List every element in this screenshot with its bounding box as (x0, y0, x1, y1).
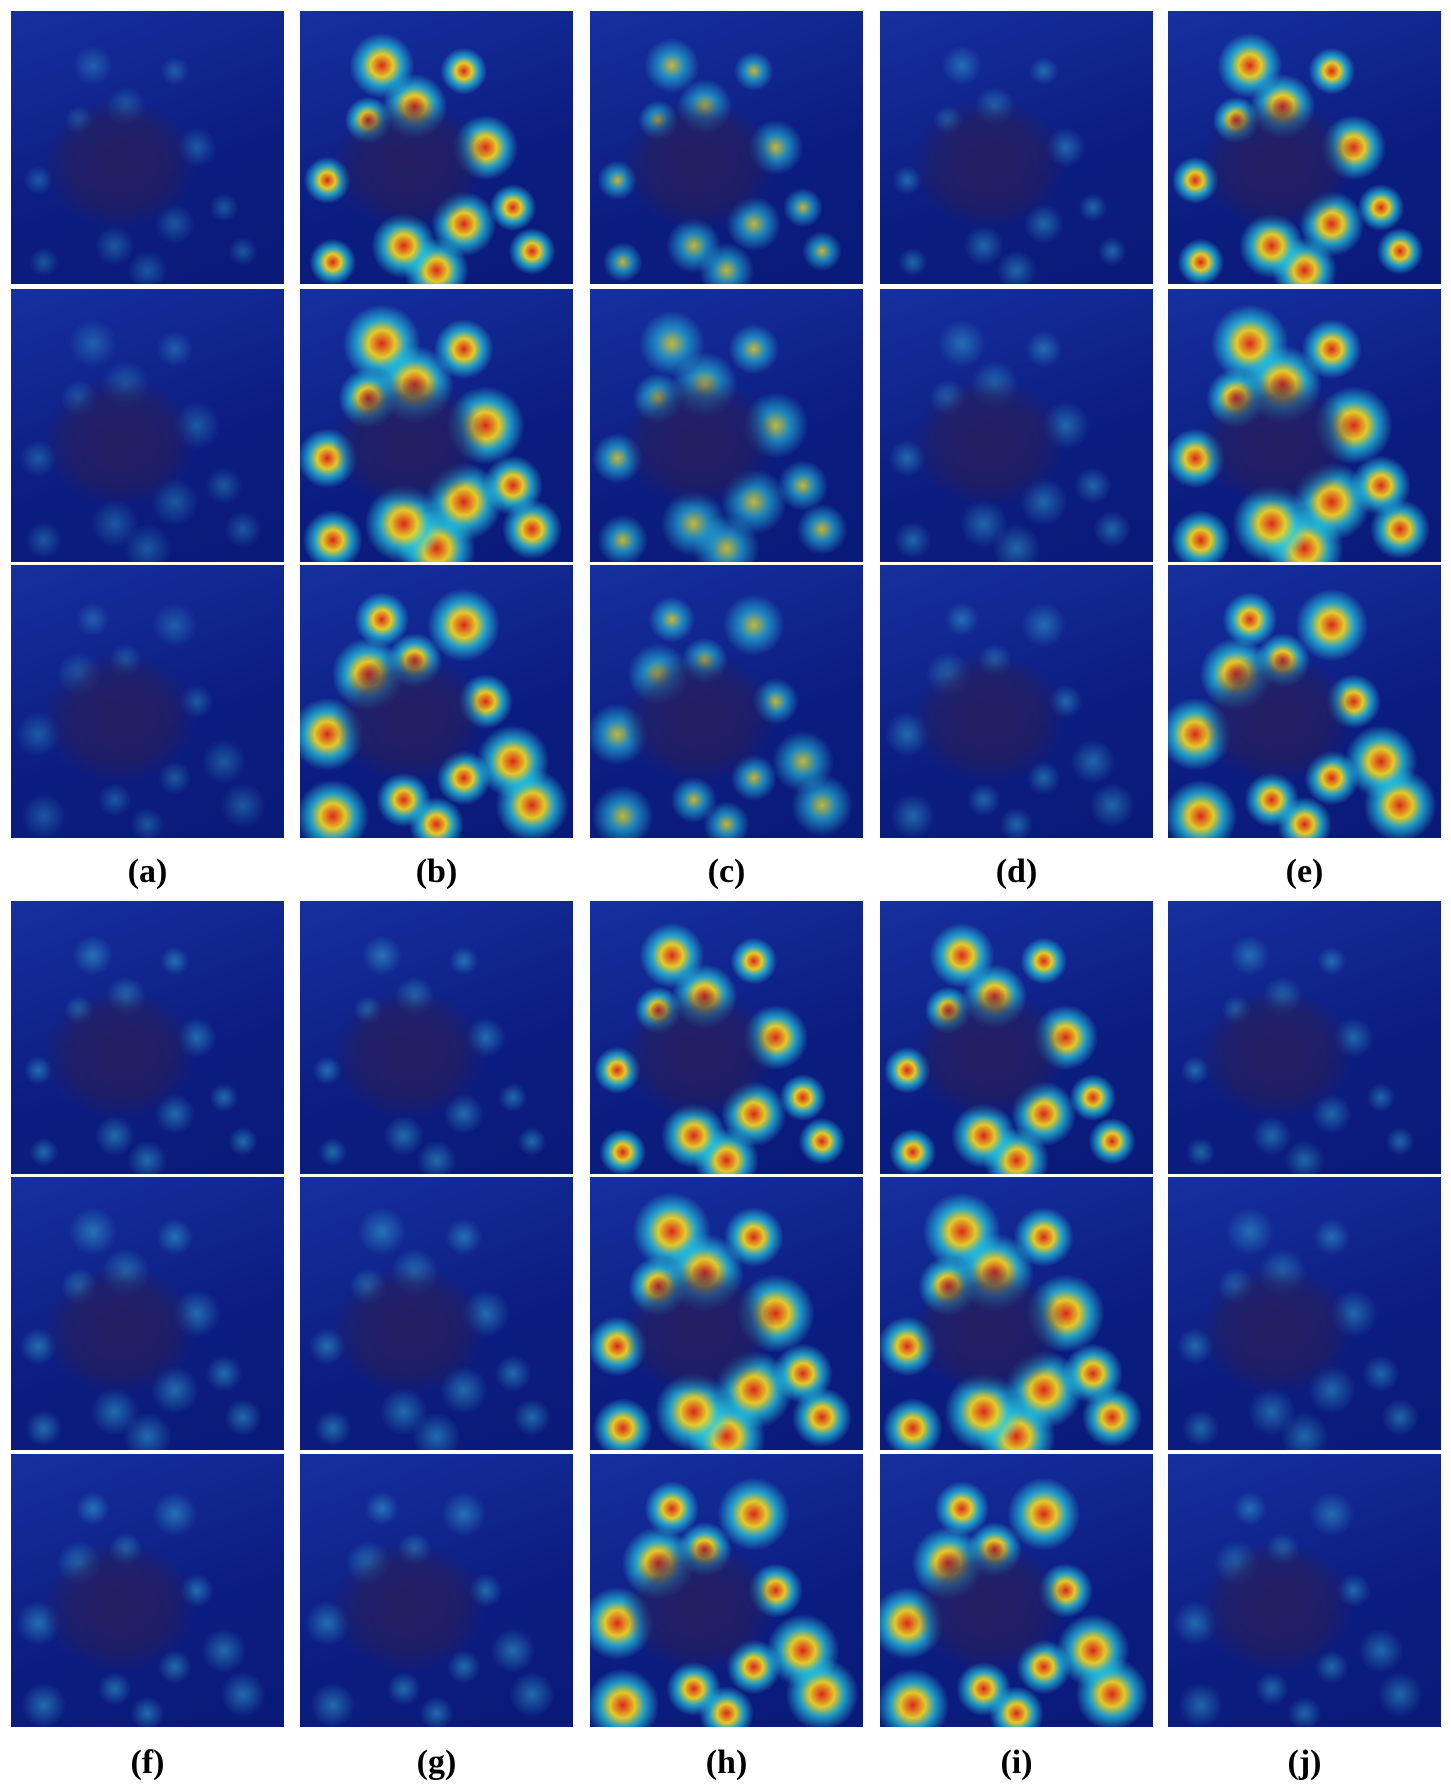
heatmap-panel (300, 289, 573, 562)
heatmap-panel (1168, 565, 1441, 838)
panel-label: (f) (130, 1744, 165, 1781)
heatmap-panel (1168, 11, 1441, 284)
panel-label: (j) (1287, 1744, 1322, 1781)
panel-label: (a) (127, 853, 168, 890)
panel-label: (e) (1285, 853, 1324, 890)
heatmap-panel (300, 901, 573, 1174)
panel-label: (d) (995, 853, 1038, 890)
heatmap-panel (880, 1177, 1153, 1450)
heatmap-panel (880, 1454, 1153, 1727)
panel-label: (h) (705, 1744, 748, 1781)
heatmap-panel (590, 11, 863, 284)
heatmap-panel (1168, 289, 1441, 562)
heatmap-panel (880, 289, 1153, 562)
heatmap-panel (300, 11, 573, 284)
heatmap-panel (11, 565, 284, 838)
heatmap-panel (300, 1454, 573, 1727)
heatmap-panel (300, 565, 573, 838)
panel-label: (i) (1000, 1744, 1033, 1781)
heatmap-panel (300, 1177, 573, 1450)
heatmap-panel (590, 1177, 863, 1450)
heatmap-panel (11, 1177, 284, 1450)
panel-label: (c) (707, 853, 746, 890)
heatmap-panel (11, 901, 284, 1174)
heatmap-panel (11, 289, 284, 562)
heatmap-panel (880, 11, 1153, 284)
heatmap-panel (880, 901, 1153, 1174)
heatmap-panel (1168, 901, 1441, 1174)
panel-label: (b) (415, 853, 458, 890)
heatmap-panel (590, 565, 863, 838)
panel-label: (g) (416, 1744, 457, 1781)
heatmap-panel (590, 289, 863, 562)
heatmap-panel (880, 565, 1153, 838)
heatmap-panel (11, 11, 284, 284)
heatmap-panel (1168, 1177, 1441, 1450)
heatmap-panel (1168, 1454, 1441, 1727)
heatmap-panel (11, 1454, 284, 1727)
heatmap-panel (590, 1454, 863, 1727)
heatmap-panel (590, 901, 863, 1174)
